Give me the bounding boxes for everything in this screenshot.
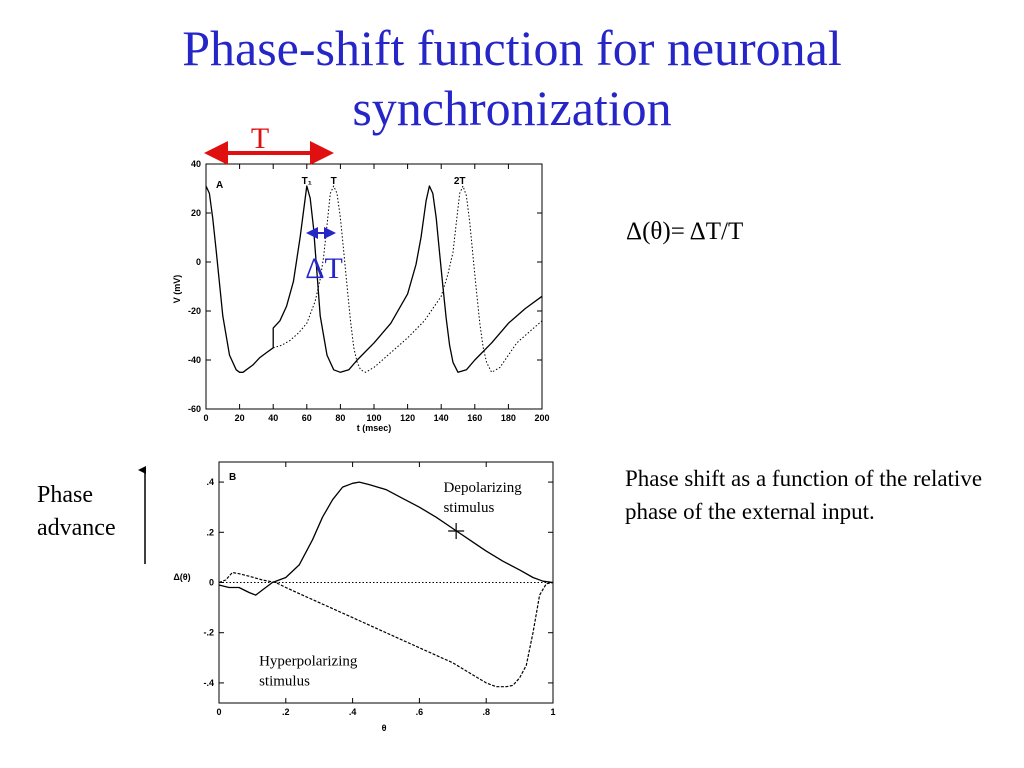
b-xtick-label: 0	[216, 707, 221, 717]
a-xtick-label: 140	[434, 413, 449, 423]
chart-b-annotation-line-2: stimulus	[259, 673, 310, 689]
a-xtick-label: 0	[203, 413, 208, 423]
a-xtick-label: 20	[235, 413, 245, 423]
a-xtick-label: 200	[534, 413, 549, 423]
b-ytick-label: -.2	[203, 628, 214, 638]
chart-b-ylabel: Δ(θ)	[173, 572, 190, 582]
chart-b-annotation-line-1: Hyperpolarizing	[259, 653, 358, 669]
chart-b-annotation-line-1: Depolarizing	[443, 480, 522, 496]
b-ytick-label: .4	[206, 477, 214, 487]
title-line-1: Phase-shift function for neuronal	[182, 20, 842, 76]
a-ytick-label: -60	[188, 404, 201, 414]
a-xtick-label: 80	[335, 413, 345, 423]
b-xtick-label: 1	[550, 707, 555, 717]
b-xtick-label: .8	[482, 707, 490, 717]
a-series-dotted-line	[273, 185, 543, 373]
chart-a-frame	[205, 163, 543, 410]
b-ytick-label: .2	[206, 527, 214, 537]
chart-a-annotation-label: T₁	[302, 176, 312, 187]
chart-a-ylabel: V (mV)	[172, 275, 182, 304]
period-label: T	[251, 122, 269, 155]
b-xtick-label: .4	[349, 707, 357, 717]
phase-advance-line-2: advance	[37, 515, 116, 541]
phase-shift-formula: Δ(θ)= ΔT/T	[626, 218, 744, 245]
b-xtick-label: .2	[282, 707, 290, 717]
title-line-2: synchronization	[352, 80, 672, 136]
a-xtick-label: 160	[467, 413, 482, 423]
chart-a-ticks: 0 20 40 60 80 100 120 140 160 180 200 -60 -40 -20 0 20 4…	[188, 159, 550, 423]
chart-b-annotation-line-2: stimulus	[443, 500, 494, 516]
phase-advance-line-1: Phase	[37, 482, 93, 508]
chart-b-panel-label: B	[229, 472, 236, 483]
a-ytick-label: -40	[188, 355, 201, 365]
a-xtick-label: 40	[268, 413, 278, 423]
a-series-solid-line	[205, 185, 543, 373]
a-ytick-label: 0	[196, 257, 201, 267]
chart-a-panel-label: A	[216, 180, 223, 191]
a-ytick-label: 40	[191, 159, 201, 169]
b-ytick-label: 0	[209, 578, 214, 588]
caption-text: Phase shift as a function of the relativ…	[625, 466, 983, 524]
chart-b-xlabel: θ	[382, 723, 387, 733]
a-xtick-label: 60	[302, 413, 312, 423]
chart-a-series	[205, 185, 543, 373]
b-ytick-label: -.4	[203, 678, 214, 688]
phase-shift-chart: 0 .2 .4 .6 .8 1 -.4 -.2 0 .2 .4 Depolarizing stimul…	[173, 461, 556, 733]
delta-t-label: ΔT	[305, 252, 343, 285]
phase-advance-label: Phase advance	[37, 479, 116, 545]
chart-b-series	[218, 481, 554, 688]
b-xtick-label: .6	[416, 707, 424, 717]
voltage-trace-chart: 0 20 40 60 80 100 120 140 160 180 200 -60 -40 -20 0 20 4…	[172, 159, 550, 433]
chart-a-xlabel: t (msec)	[357, 423, 392, 433]
chart-a-annotations: T₁ T 2T	[302, 176, 466, 187]
a-ytick-label: 20	[191, 208, 201, 218]
a-xtick-label: 100	[366, 413, 381, 423]
a-xtick-label: 120	[400, 413, 415, 423]
a-xtick-label: 180	[501, 413, 516, 423]
chart-a-annotation-label: 2T	[454, 176, 466, 187]
a-ytick-label: -20	[188, 306, 201, 316]
chart-a-annotation-label: T	[331, 176, 337, 187]
slide-title: Phase-shift function for neuronal synchr…	[0, 18, 1024, 138]
b-series-dashed-line	[218, 571, 554, 688]
b-series-solid-line	[218, 481, 554, 596]
chart-b-annotations: Depolarizing stimulus Hyperpolarizing stimu…	[259, 480, 522, 689]
chart-b-ticks: 0 .2 .4 .6 .8 1 -.4 -.2 0 .2 .4	[203, 462, 556, 717]
